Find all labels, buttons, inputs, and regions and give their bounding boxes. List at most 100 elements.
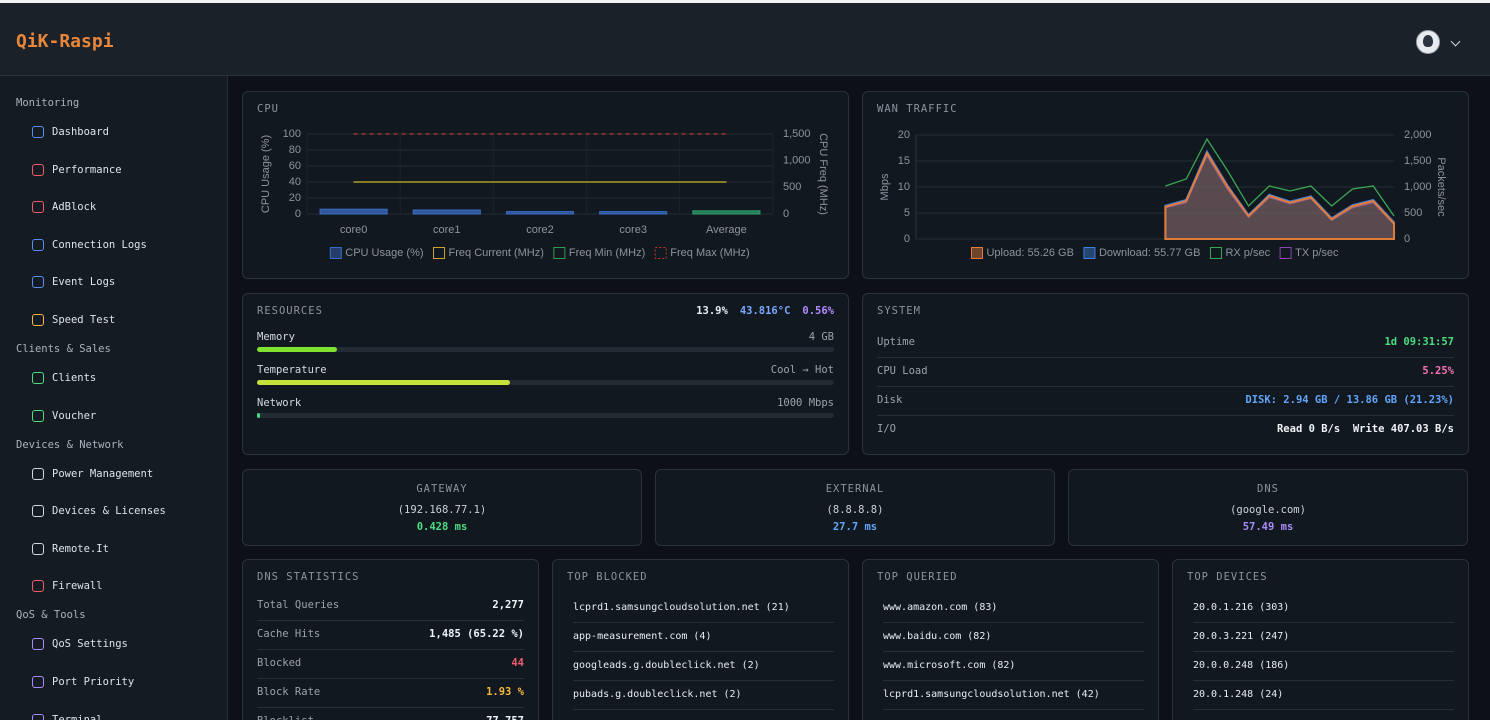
tick-label: 1,500 (783, 128, 811, 140)
x-tick-label: core1 (433, 224, 461, 236)
y-axis-label: Mbps (879, 173, 891, 200)
nav-icon (32, 409, 44, 422)
nav-icon (32, 126, 44, 138)
resource-stats: 13.9% 43.816°C 0.56% (684, 304, 834, 318)
legend-swatch (329, 247, 342, 259)
nav-item[interactable]: Firewall (52, 580, 103, 593)
bar (692, 210, 761, 215)
nav-item[interactable]: Terminal (52, 713, 103, 720)
system-row: Disk DISK: 2.94 GB / 13.86 GB (21.23%) (877, 386, 1454, 416)
panel-title: CPU (257, 103, 279, 115)
area (1164, 151, 1395, 240)
nav-item[interactable]: Connection Logs (52, 238, 147, 251)
tick-label: 500 (1404, 207, 1422, 219)
ping-host: (google.com) (1230, 504, 1306, 516)
nav-icon (32, 314, 44, 326)
nav-icon (32, 163, 44, 176)
nav-icon (32, 372, 44, 384)
nav-item[interactable]: Voucher (52, 409, 97, 422)
legend-swatch (654, 247, 667, 259)
row-label: Blocked (257, 657, 302, 669)
nav-icon (32, 467, 44, 480)
tick-label: 20 (898, 129, 910, 141)
wan-chart: 0 5 10 15 20 0 500 1,000 1,500 2,000 Mbps Packets/s… (879, 129, 1447, 259)
nav-item[interactable]: Port Priority (52, 676, 135, 688)
legend-label: Freq Max (MHz) (670, 247, 749, 259)
nav-icon (32, 580, 44, 593)
dns-stats-panel: DNS STATISTICS Total Queries 2,277 Cache H… (242, 559, 539, 720)
legend-label: RX p/sec (1225, 247, 1270, 259)
row-label: Block Rate (257, 686, 321, 698)
row-label: CPU Load (877, 365, 928, 377)
nav-item[interactable]: QoS Settings (52, 638, 128, 651)
row-label: Cache Hits (257, 628, 321, 640)
nav-item[interactable]: AdBlock (52, 201, 97, 214)
list-panel: TOP DEVICES 20.0.1.216 (303) 20.0.3.221 (2… (1172, 559, 1469, 720)
legend-label: Upload: 55.26 GB (986, 247, 1073, 259)
sidebar: Monitoring Dashboard Performance AdBlock Con… (0, 76, 228, 720)
tick-label: 100 (283, 128, 301, 140)
ping-title: DNS (1257, 483, 1279, 495)
legend-label: Freq Current (MHz) (449, 247, 544, 259)
nav-item[interactable]: Devices & Licenses (52, 505, 166, 518)
legend-label: Freq Min (MHz) (569, 247, 645, 259)
nav-item[interactable]: Power Management (52, 467, 154, 480)
x-tick-label: Average (706, 224, 747, 236)
nav-icon (32, 542, 44, 555)
resource-label: Temperature (257, 364, 327, 376)
nav-item[interactable]: Dashboard (52, 126, 109, 138)
panel-title: WAN TRAFFIC (877, 103, 958, 115)
dns-row: Block Rate 1.93 % (257, 678, 524, 708)
legend-label: CPU Usage (%) (345, 247, 423, 259)
x-tick-label: core0 (340, 224, 368, 236)
nav-item[interactable]: Clients (52, 372, 97, 384)
tick-label: 5 (904, 207, 910, 219)
row-value: DISK: 2.94 GB / 13.86 GB (21.23%) (1245, 394, 1454, 406)
panel-title: TOP BLOCKED (567, 571, 648, 583)
cpu-panel: CPU 0 20 40 60 80 100 0 500 1,000 1,500 core0 core1… (242, 91, 849, 279)
ping-host: (8.8.8.8) (826, 504, 884, 516)
legend-swatch (970, 247, 983, 259)
row-label: Total Queries (257, 599, 340, 611)
tick-label: 60 (289, 160, 301, 172)
legend: CPU Usage (%) Freq Current (MHz) Freq Min … (329, 247, 750, 259)
nav-item[interactable]: Speed Test (52, 314, 116, 326)
avatar[interactable] (1416, 30, 1440, 54)
list-item: 20.0.3.221 (247) (1193, 622, 1454, 652)
resource-label: Network (257, 397, 302, 409)
nav-icon (32, 638, 44, 651)
system-panel: SYSTEM Uptime 1d 09:31:57 CPU Load 5.25% Dis… (862, 293, 1469, 455)
row-value: 1,485 (65.22 %) (429, 628, 524, 640)
ping-card: DNS (google.com) 57.49 ms (1068, 469, 1468, 546)
list-item: pubads.g.doubleclick.net (2) (573, 680, 834, 710)
tick-label: 15 (898, 155, 910, 167)
nav-item[interactable]: Remote.It (52, 542, 109, 555)
legend-swatch (553, 247, 566, 259)
row-label: Blocklist (257, 707, 314, 720)
tick-label: 0 (1404, 233, 1410, 245)
bar (412, 209, 481, 215)
tick-label: 500 (783, 181, 801, 193)
progress-bar (257, 347, 338, 352)
ping-title: EXTERNAL (825, 483, 885, 495)
row-label: Uptime (877, 336, 915, 348)
nav-item[interactable]: Event Logs (52, 276, 116, 289)
tick-label: 2,000 (1404, 129, 1432, 141)
list-item: 20.0.1.216 (303) (1193, 593, 1454, 623)
panel-title: DNS STATISTICS (257, 571, 360, 583)
y2-axis-label: Packets/sec (1435, 157, 1447, 217)
nav-icon (32, 713, 44, 720)
top-edge (0, 0, 1490, 3)
list-panel: TOP QUERIED www.amazon.com (83) www.baidu.… (862, 559, 1159, 720)
row-label: I/O (877, 423, 896, 435)
brand: QiK-Raspi (16, 31, 114, 52)
cpu-chart: 0 20 40 60 80 100 0 500 1,000 1,500 core0 core1 core… (260, 128, 829, 259)
list-item: app-measurement.com (4) (573, 622, 834, 652)
resource-right: 4 GB (808, 331, 834, 343)
wan-panel: WAN TRAFFIC 0 5 10 15 20 0 500 1,000 1,500 2,000 M… (862, 91, 1469, 279)
progress-track (257, 380, 834, 385)
nav-item[interactable]: Performance (52, 163, 122, 176)
dns-row: Total Queries 2,277 (257, 591, 524, 621)
row-label: Disk (877, 394, 903, 406)
header (0, 3, 1490, 76)
